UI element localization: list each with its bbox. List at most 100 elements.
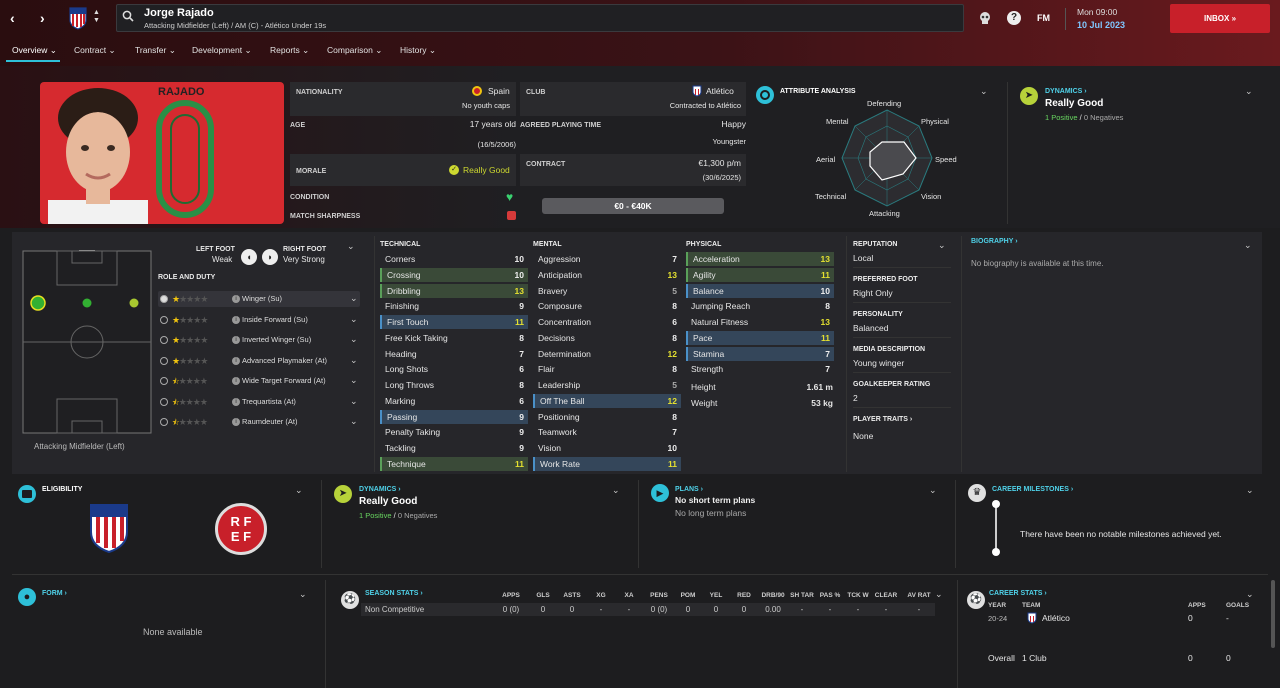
attribute-row[interactable]: Flair 8	[533, 362, 681, 376]
attribute-row[interactable]: Stamina 7	[686, 346, 834, 361]
tab-reports[interactable]: Reports ⌄	[270, 45, 310, 55]
attribute-row[interactable]: Heading 7	[380, 347, 528, 361]
chevron-down-icon[interactable]: ⌄	[350, 293, 358, 303]
club-switch-icon[interactable]: ▲ ▼	[93, 9, 100, 24]
dynamics-bottom-title[interactable]: DYNAMICS ›	[359, 486, 401, 493]
info-icon[interactable]: i	[232, 356, 240, 365]
chevron-down-icon[interactable]: ⌄	[1246, 589, 1254, 599]
attribute-row[interactable]: Concentration 6	[533, 315, 681, 329]
chevron-down-icon[interactable]: ⌄	[935, 589, 943, 599]
radio-icon[interactable]	[160, 315, 168, 324]
attribute-row[interactable]: Acceleration 13	[686, 252, 834, 266]
radio-icon[interactable]	[160, 377, 168, 385]
role-row[interactable]: ⯪★★★★ i Trequartista (At) ⌄	[158, 394, 360, 410]
attribute-row[interactable]: Finishing 9	[380, 299, 528, 313]
season-stats-title[interactable]: SEASON STATS ›	[365, 590, 423, 597]
attribute-row[interactable]: Work Rate 11	[533, 456, 681, 471]
plans-title[interactable]: PLANS ›	[675, 486, 704, 493]
season-stats-row[interactable]	[361, 603, 935, 616]
radio-icon[interactable]	[160, 336, 168, 344]
attribute-row[interactable]: Free Kick Taking 8	[380, 331, 528, 345]
attribute-row[interactable]: Off The Ball 12	[533, 393, 681, 408]
nationality-cell[interactable]	[290, 82, 516, 116]
attribute-row[interactable]: First Touch 11	[380, 315, 528, 329]
attribute-row[interactable]: Dribbling 13	[380, 283, 528, 298]
search-bar[interactable]	[116, 4, 964, 32]
contract-cell[interactable]	[520, 154, 746, 186]
chevron-down-icon[interactable]: ⌄	[350, 334, 358, 344]
role-row[interactable]: ★★★★★ i Inside Forward (Su) ⌄	[158, 312, 360, 328]
career-stats-title[interactable]: CAREER STATS ›	[989, 590, 1047, 597]
role-row[interactable]: ★★★★★ i Winger (Su) ⌄	[158, 291, 360, 307]
tab-overview[interactable]: Overview ⌄	[12, 45, 57, 55]
club-crest-icon[interactable]	[68, 6, 88, 30]
attribute-row[interactable]: Long Throws 8	[380, 378, 528, 392]
chevron-down-icon[interactable]: ⌄	[938, 240, 946, 250]
chevron-down-icon[interactable]: ⌄	[350, 375, 358, 385]
chevron-down-icon[interactable]: ⌄	[612, 485, 620, 495]
radio-icon[interactable]	[160, 418, 168, 426]
tab-development[interactable]: Development ⌄	[192, 45, 252, 55]
info-icon[interactable]: i	[232, 397, 240, 406]
chevron-down-icon[interactable]: ⌄	[350, 395, 358, 406]
info-icon[interactable]: i	[232, 418, 240, 426]
chevron-down-icon[interactable]: ⌄	[350, 416, 358, 426]
chevron-down-icon[interactable]: ⌄	[299, 589, 307, 599]
chevron-down-icon[interactable]: ⌄	[1246, 485, 1254, 495]
attribute-row[interactable]: Strength 7	[686, 362, 834, 376]
attribute-row[interactable]: Anticipation 13	[533, 268, 681, 282]
attribute-row[interactable]: Natural Fitness 13	[686, 315, 834, 329]
transfer-value-bar[interactable]: €0 - €40K	[542, 198, 724, 214]
radio-icon[interactable]	[160, 356, 168, 365]
chevron-down-icon[interactable]: ⌄	[350, 313, 358, 324]
attribute-row[interactable]: Agility 11	[686, 267, 834, 282]
form-title[interactable]: FORM ›	[42, 590, 67, 597]
attribute-row[interactable]: Teamwork 7	[533, 425, 681, 439]
attribute-row[interactable]: Determination 12	[533, 347, 681, 361]
chevron-down-icon[interactable]: ⌄	[1244, 240, 1252, 250]
chevron-down-icon[interactable]: ⌄	[350, 354, 358, 365]
attribute-row[interactable]: Composure 8	[533, 299, 681, 313]
role-row[interactable]: ⯪★★★★ i Wide Target Forward (At) ⌄	[158, 373, 360, 389]
info-icon[interactable]: i	[232, 315, 240, 324]
biography-title[interactable]: BIOGRAPHY ›	[971, 238, 1018, 245]
milestones-title[interactable]: CAREER MILESTONES ›	[992, 486, 1074, 493]
chevron-down-icon[interactable]: ⌄	[347, 241, 355, 251]
attribute-row[interactable]: Bravery 5	[533, 284, 681, 298]
forward-icon[interactable]: ›	[40, 10, 45, 26]
chevron-down-icon[interactable]: ⌄	[929, 485, 937, 495]
attribute-row[interactable]: Aggression 7	[533, 252, 681, 266]
attribute-row[interactable]: Passing 9	[380, 409, 528, 424]
info-icon[interactable]: i	[232, 336, 240, 344]
info-icon[interactable]: i	[232, 295, 240, 303]
role-row[interactable]: ★★★★★ i Advanced Playmaker (At) ⌄	[158, 353, 360, 369]
help-icon[interactable]: ?	[1007, 11, 1021, 25]
player-traits-label[interactable]: PLAYER TRAITS ›	[853, 416, 913, 423]
club-cell[interactable]	[520, 82, 746, 116]
attribute-row[interactable]: Leadership 5	[533, 378, 681, 392]
attribute-row[interactable]: Positioning 8	[533, 410, 681, 424]
attribute-row[interactable]: Tackling 9	[380, 441, 528, 455]
role-row[interactable]: ⯪★★★★ i Raumdeuter (At) ⌄	[158, 414, 360, 430]
attribute-row[interactable]: Jumping Reach 8	[686, 299, 834, 313]
skull-icon[interactable]	[978, 11, 992, 25]
attribute-row[interactable]: Corners 10	[380, 252, 528, 266]
info-icon[interactable]: i	[232, 377, 240, 385]
attribute-row[interactable]: Pace 11	[686, 330, 834, 345]
tab-comparison[interactable]: Comparison ⌄	[327, 45, 383, 55]
attribute-row[interactable]: Penalty Taking 9	[380, 425, 528, 439]
chevron-down-icon[interactable]: ⌄	[1245, 86, 1253, 96]
chevron-down-icon[interactable]: ⌄	[980, 86, 988, 96]
attribute-row[interactable]: Crossing 10	[380, 267, 528, 282]
tab-transfer[interactable]: Transfer ⌄	[135, 45, 176, 55]
radio-icon[interactable]	[160, 397, 168, 406]
career-team[interactable]: Atlético	[1042, 613, 1070, 623]
attribute-row[interactable]: Balance 10	[686, 283, 834, 298]
attribute-row[interactable]: Technique 11	[380, 456, 528, 471]
radio-icon[interactable]	[160, 295, 168, 303]
inbox-button[interactable]: INBOX »	[1170, 4, 1270, 33]
tab-history[interactable]: History ⌄	[400, 45, 436, 55]
role-row[interactable]: ★★★★★ i Inverted Winger (Su) ⌄	[158, 332, 360, 348]
dynamics-title[interactable]: DYNAMICS ›	[1045, 88, 1087, 95]
attribute-row[interactable]: Decisions 8	[533, 331, 681, 345]
